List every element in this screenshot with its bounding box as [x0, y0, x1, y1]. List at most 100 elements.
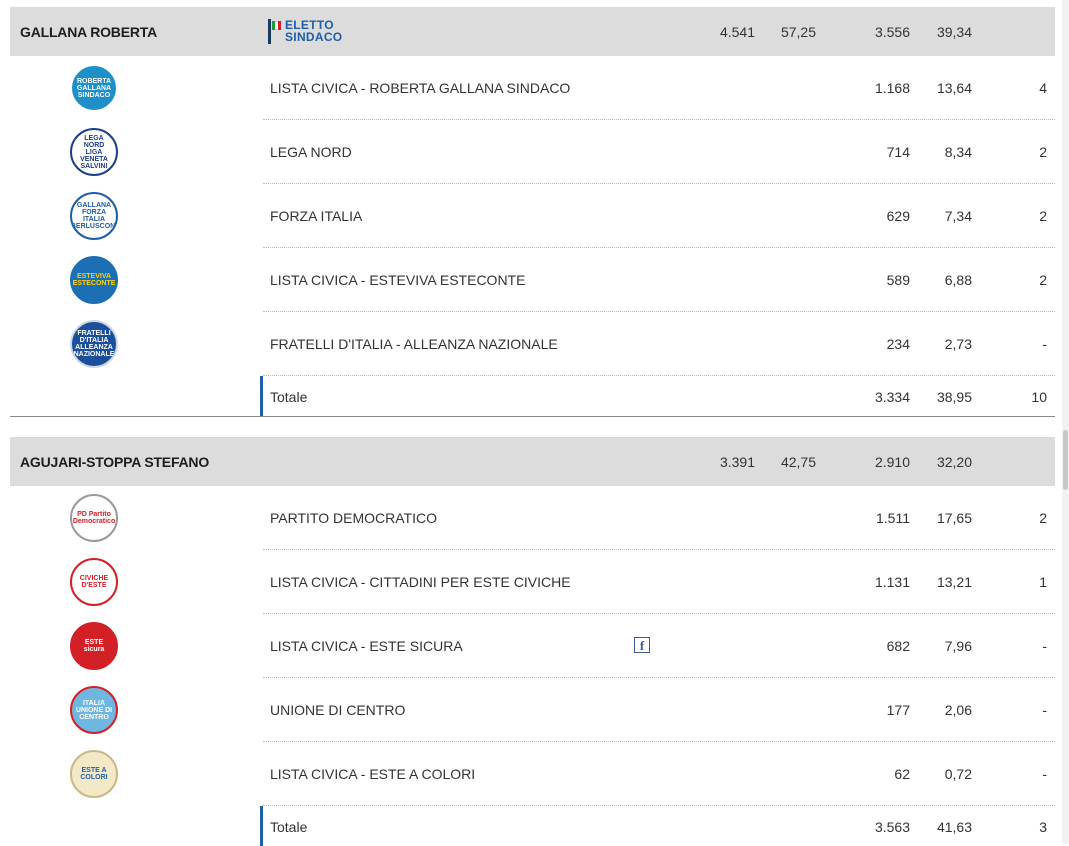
gallana-logo: ROBERTA GALLANA SINDACO	[70, 64, 118, 112]
candidate-row: GALLANA ROBERTA ELETTO SINDACO 4.541 57,25 3.…	[10, 7, 1055, 56]
lega-nord-logo: LEGA NORD LIGA VENETA SALVINI	[70, 128, 118, 176]
page-scrollbar[interactable]	[1062, 0, 1069, 844]
total-percentage: 38,95	[936, 389, 972, 405]
total-seats: 3	[1039, 819, 1047, 835]
list-seats: -	[1042, 336, 1047, 352]
badge-line2: SINDACO	[285, 30, 343, 44]
total-row: Totale 3.563 41,63 3	[10, 806, 1055, 846]
list-votes: 589	[886, 272, 910, 288]
candidate-votes: 3.391	[719, 454, 755, 470]
badge-text: ELETTO SINDACO	[285, 19, 342, 43]
list-percentage: 13,64	[936, 80, 972, 96]
list-votes: 234	[886, 336, 910, 352]
list-votes: 1.168	[874, 80, 910, 96]
list-votes: 682	[886, 638, 910, 654]
total-label: Totale	[270, 389, 308, 405]
list-seats: 1	[1039, 574, 1047, 590]
logo-text: ESTEVIVA ESTECONTE	[72, 273, 116, 287]
scrollbar-thumb[interactable]	[1063, 430, 1068, 490]
total-label: Totale	[270, 819, 308, 835]
candidate-list-votes: 2.910	[874, 454, 910, 470]
list-seats: 2	[1039, 272, 1047, 288]
list-name: LISTA CIVICA - CITTADINI PER ESTE CIVICH…	[270, 574, 571, 590]
block-divider	[10, 416, 1055, 417]
list-name: LISTA CIVICA - ROBERTA GALLANA SINDACO	[270, 80, 571, 96]
list-seats: -	[1042, 702, 1047, 718]
civiche-logo: CIVICHE D'ESTE	[70, 558, 118, 606]
list-votes: 629	[886, 208, 910, 224]
udc-logo: ITALIA UNIONE DI CENTRO	[70, 686, 118, 734]
list-percentage: 2,06	[944, 702, 972, 718]
list-percentage: 8,34	[944, 144, 972, 160]
logo-text: CIVICHE D'ESTE	[79, 575, 109, 589]
list-seats: 2	[1039, 144, 1047, 160]
list-seats: -	[1042, 638, 1047, 654]
list-votes: 1.511	[876, 510, 910, 526]
este-a-colori-logo: ESTE A COLORI	[70, 750, 118, 798]
candidate-percentage: 42,75	[780, 454, 816, 470]
badge-line1: ELETTO	[285, 18, 334, 32]
list-name: UNIONE DI CENTRO	[270, 702, 406, 718]
logo-text: ITALIA UNIONE DI CENTRO	[75, 699, 113, 721]
list-row: ESTE sicura LISTA CIVICA - ESTE SICURA f 68…	[10, 614, 1055, 678]
list-row: ESTEVIVA ESTECONTE LISTA CIVICA - ESTEVIV…	[10, 248, 1055, 312]
logo-text: FRATELLI D'ITALIA ALLEANZA NAZIONALE	[73, 330, 115, 358]
candidate-percentage: 57,25	[780, 24, 816, 40]
facebook-icon[interactable]: f	[634, 637, 650, 653]
list-name: PARTITO DEMOCRATICO	[270, 510, 437, 526]
list-votes: 62	[894, 766, 910, 782]
esteviva-logo: ESTEVIVA ESTECONTE	[70, 256, 118, 304]
list-percentage: 6,88	[944, 272, 972, 288]
logo-text: GALLANA FORZA ITALIA BERLUSCONI	[70, 202, 118, 230]
list-percentage: 7,34	[944, 208, 972, 224]
total-percentage: 41,63	[936, 819, 972, 835]
list-row: ROBERTA GALLANA SINDACO LISTA CIVICA - RO…	[10, 56, 1055, 120]
list-seats: 2	[1039, 510, 1047, 526]
logo-text: LEGA NORD LIGA VENETA SALVINI	[80, 134, 108, 170]
fratelli-italia-logo: FRATELLI D'ITALIA ALLEANZA NAZIONALE	[70, 320, 118, 368]
list-seats: 2	[1039, 208, 1047, 224]
logo-text: ESTE A COLORI	[80, 767, 108, 781]
este-sicura-logo: ESTE sicura	[70, 622, 118, 670]
list-percentage: 17,65	[936, 510, 972, 526]
list-seats: -	[1042, 766, 1047, 782]
list-row: CIVICHE D'ESTE LISTA CIVICA - CITTADINI P…	[10, 550, 1055, 614]
pd-logo: PD Partito Democratico	[70, 494, 118, 542]
list-percentage: 0,72	[944, 766, 972, 782]
list-name: LISTA CIVICA - ESTE A COLORI	[270, 766, 476, 782]
list-row: ITALIA UNIONE DI CENTRO UNIONE DI CENTRO 1…	[10, 678, 1055, 742]
list-row: FRATELLI D'ITALIA ALLEANZA NAZIONALE FRAT…	[10, 312, 1055, 376]
list-row: ESTE A COLORI LISTA CIVICA - ESTE A COLOR…	[10, 742, 1055, 806]
logo-text: ROBERTA GALLANA SINDACO	[76, 77, 112, 99]
italian-flag-icon	[268, 19, 282, 44]
candidate-list-percentage: 32,20	[936, 454, 972, 470]
list-percentage: 2,73	[944, 336, 972, 352]
total-votes: 3.563	[874, 819, 910, 835]
list-row: LEGA NORD LIGA VENETA SALVINI LEGA NORD 71…	[10, 120, 1055, 184]
list-name: LISTA CIVICA - ESTEVIVA ESTECONTE	[270, 272, 526, 288]
list-votes: 714	[886, 144, 910, 160]
candidate-list-votes: 3.556	[874, 24, 910, 40]
total-seats: 10	[1031, 389, 1047, 405]
list-row: GALLANA FORZA ITALIA BERLUSCONI FORZA ITA…	[10, 184, 1055, 248]
list-votes: 177	[886, 702, 910, 718]
candidate-name: GALLANA ROBERTA	[20, 24, 157, 40]
list-seats: 4	[1039, 80, 1047, 96]
forza-italia-logo: GALLANA FORZA ITALIA BERLUSCONI	[70, 192, 118, 240]
list-row: PD Partito Democratico PARTITO DEMOCRATIC…	[10, 486, 1055, 550]
logo-text: ESTE sicura	[83, 639, 105, 653]
list-percentage: 13,21	[936, 574, 972, 590]
list-name: FORZA ITALIA	[270, 208, 363, 224]
list-percentage: 7,96	[944, 638, 972, 654]
candidate-votes: 4.541	[719, 24, 755, 40]
total-row: Totale 3.334 38,95 10	[10, 376, 1055, 416]
candidate-name: AGUJARI-STOPPA STEFANO	[20, 454, 210, 470]
list-name: LEGA NORD	[270, 144, 352, 160]
list-name: FRATELLI D'ITALIA - ALLEANZA NAZIONALE	[270, 336, 558, 352]
total-votes: 3.334	[874, 389, 910, 405]
candidate-list-percentage: 39,34	[936, 24, 972, 40]
logo-text: PD Partito Democratico	[72, 511, 116, 525]
candidate-row: AGUJARI-STOPPA STEFANO 3.391 42,75 2.910 32,…	[10, 437, 1055, 486]
list-name: LISTA CIVICA - ESTE SICURA	[270, 638, 463, 654]
list-votes: 1.131	[874, 574, 910, 590]
